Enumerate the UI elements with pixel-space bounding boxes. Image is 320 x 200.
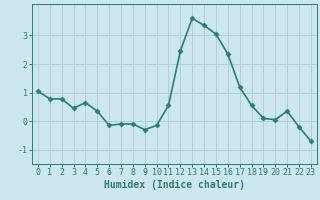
X-axis label: Humidex (Indice chaleur): Humidex (Indice chaleur) xyxy=(104,180,245,190)
